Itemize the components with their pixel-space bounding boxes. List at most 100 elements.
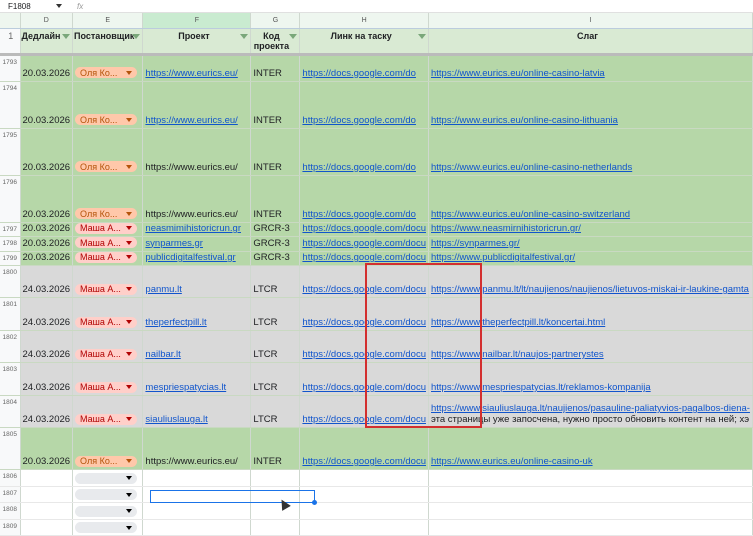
cell-slug[interactable]: https://www.siauliuslauga.lt/naujienos/p… bbox=[428, 395, 753, 428]
cell-assignee[interactable]: Маша А... bbox=[72, 222, 144, 237]
cell-assignee[interactable] bbox=[72, 469, 144, 487]
slug-link[interactable]: https://www.mespriespatycias.lt/reklamos… bbox=[431, 382, 651, 393]
slug-link[interactable]: https://synparmes.gr/ bbox=[431, 237, 520, 249]
name-box[interactable]: F1808 bbox=[0, 2, 62, 11]
slug-link[interactable]: https://www.neasmirnihistoricrun.gr/ bbox=[431, 223, 581, 234]
cell-slug[interactable]: https://www.panmu.lt/lt/naujienos/naujie… bbox=[428, 265, 753, 298]
cell-project[interactable] bbox=[142, 469, 252, 487]
task-link[interactable]: https://docs.google.com/do bbox=[302, 114, 416, 126]
cell-task-link[interactable] bbox=[299, 486, 429, 503]
cell-slug[interactable] bbox=[428, 519, 753, 536]
filter-icon[interactable] bbox=[62, 33, 71, 39]
cell-project[interactable]: synparmes.gr bbox=[142, 236, 252, 252]
task-link[interactable]: https://docs.google.com/docu bbox=[302, 456, 426, 467]
row-number[interactable]: 1797 bbox=[0, 222, 21, 237]
cell-task-link[interactable] bbox=[299, 502, 429, 520]
cell-project[interactable]: siauliuslauga.lt bbox=[142, 395, 252, 428]
assignee-dropdown[interactable] bbox=[75, 472, 138, 484]
assignee-dropdown[interactable]: Маша А... bbox=[75, 381, 138, 393]
cell-assignee[interactable] bbox=[72, 502, 144, 520]
filter-icon[interactable] bbox=[418, 33, 426, 39]
row-number[interactable]: 1804 bbox=[0, 395, 21, 428]
row-number[interactable]: 1801 bbox=[0, 297, 21, 331]
project-link[interactable]: publicdigitalfestival.gr bbox=[145, 252, 236, 263]
cell-slug[interactable]: https://www.neasmirnihistoricrun.gr/ bbox=[428, 222, 753, 237]
slug-link[interactable]: https://www.siauliuslauga.lt/naujienos/p… bbox=[431, 403, 750, 414]
task-link[interactable]: https://docs.google.com/docu bbox=[302, 284, 426, 295]
cell-deadline[interactable]: 24.03.2026 bbox=[20, 265, 74, 298]
row-number[interactable]: 1805 bbox=[0, 427, 21, 470]
cell-slug[interactable]: https://www.theperfectpill.lt/koncertai.… bbox=[428, 297, 753, 331]
task-link[interactable]: https://docs.google.com/do bbox=[302, 67, 416, 79]
cell-slug[interactable] bbox=[428, 486, 753, 503]
slug-link[interactable]: https://www.eurics.eu/online-casino-uk bbox=[431, 456, 593, 467]
cell-slug[interactable]: https://www.publicdigitalfestival.gr/ bbox=[428, 251, 753, 266]
assignee-dropdown[interactable]: Маша А... bbox=[75, 413, 138, 425]
cell-task-link[interactable]: https://docs.google.com/docu bbox=[299, 222, 429, 237]
assignee-dropdown[interactable]: Маша А... bbox=[75, 316, 138, 328]
cell-task-link[interactable]: https://docs.google.com/do bbox=[299, 54, 429, 82]
cell-slug[interactable] bbox=[428, 502, 753, 520]
row-number[interactable]: 1798 bbox=[0, 236, 21, 252]
cell-project[interactable]: nailbar.lt bbox=[142, 330, 252, 363]
cell-deadline[interactable] bbox=[20, 469, 74, 487]
column-header-h[interactable]: H bbox=[299, 13, 429, 29]
project-link[interactable]: siauliuslauga.lt bbox=[145, 414, 208, 425]
task-link[interactable]: https://docs.google.com/docu bbox=[302, 382, 426, 393]
assignee-dropdown[interactable]: Маша А... bbox=[75, 348, 138, 360]
cell-deadline[interactable]: 24.03.2026 bbox=[20, 297, 74, 331]
row-number[interactable]: 1794 bbox=[0, 81, 21, 129]
cell-code[interactable]: LTCR bbox=[250, 330, 301, 363]
cell-assignee[interactable]: Маша А... bbox=[72, 297, 144, 331]
cell-deadline[interactable]: 20.03.2026 bbox=[20, 251, 74, 266]
assignee-dropdown[interactable] bbox=[75, 505, 138, 517]
cell-code[interactable]: LTCR bbox=[250, 265, 301, 298]
cell-code[interactable]: INTER bbox=[250, 175, 301, 223]
cell-deadline[interactable]: 24.03.2026 bbox=[20, 395, 74, 428]
project-link[interactable]: https://www.eurics.eu/ bbox=[145, 67, 238, 79]
slug-link[interactable]: https://www.eurics.eu/online-casino-latv… bbox=[431, 67, 605, 79]
assignee-dropdown[interactable]: Маша А... bbox=[75, 283, 138, 295]
cell-task-link[interactable]: https://docs.google.com/docu bbox=[299, 427, 429, 470]
cell-project[interactable]: https://www.eurics.eu/ bbox=[142, 81, 252, 129]
cell-deadline[interactable] bbox=[20, 486, 74, 503]
cell-project[interactable]: mespriespatycias.lt bbox=[142, 362, 252, 396]
cell-deadline[interactable]: 20.03.2026 bbox=[20, 427, 74, 470]
spreadsheet-grid[interactable]: D E F G H I 1 Дедлайн Постановщик Проект… bbox=[0, 13, 753, 536]
task-link[interactable]: https://docs.google.com/docu bbox=[302, 237, 426, 249]
cell-code[interactable]: INTER bbox=[250, 54, 301, 82]
cell-task-link[interactable]: https://docs.google.com/docu bbox=[299, 297, 429, 331]
cell-code[interactable]: INTER bbox=[250, 427, 301, 470]
cell-deadline[interactable]: 20.03.2026 bbox=[20, 236, 74, 252]
cell-deadline[interactable]: 24.03.2026 bbox=[20, 330, 74, 363]
cell-project[interactable]: https://www.eurics.eu/ bbox=[142, 427, 252, 470]
row-number[interactable]: 1802 bbox=[0, 330, 21, 363]
cell-slug[interactable]: https://www.eurics.eu/online-casino-neth… bbox=[428, 128, 753, 176]
cell-slug[interactable]: https://www.nailbar.lt/naujos-partneryst… bbox=[428, 330, 753, 363]
cell-project[interactable]: panmu.lt bbox=[142, 265, 252, 298]
assignee-dropdown[interactable]: Оля Ко... bbox=[75, 67, 138, 78]
task-link[interactable]: https://docs.google.com/docu bbox=[302, 223, 426, 234]
assignee-dropdown[interactable] bbox=[75, 522, 138, 533]
cell-deadline[interactable]: 20.03.2026 bbox=[20, 222, 74, 237]
cell-task-link[interactable]: https://docs.google.com/docu bbox=[299, 265, 429, 298]
slug-link[interactable]: https://www.eurics.eu/online-casino-neth… bbox=[431, 161, 633, 173]
project-link[interactable]: panmu.lt bbox=[145, 284, 182, 295]
cell-project[interactable] bbox=[142, 519, 252, 536]
cell-project[interactable]: https://www.eurics.eu/ bbox=[142, 175, 252, 223]
row-number[interactable]: 1796 bbox=[0, 175, 21, 223]
column-header-f[interactable]: F bbox=[142, 13, 252, 29]
assignee-dropdown[interactable]: Оля Ко... bbox=[75, 208, 138, 219]
row-number[interactable]: 1809 bbox=[0, 519, 21, 536]
row-number[interactable]: 1793 bbox=[0, 54, 21, 82]
cell-slug[interactable]: https://www.mespriespatycias.lt/reklamos… bbox=[428, 362, 753, 396]
cell-code[interactable] bbox=[250, 519, 301, 536]
cell-code[interactable]: LTCR bbox=[250, 395, 301, 428]
task-link[interactable]: https://docs.google.com/docu bbox=[302, 317, 426, 328]
cell-code[interactable]: GRCR-3 bbox=[250, 236, 301, 252]
column-header-d[interactable]: D bbox=[20, 13, 74, 29]
select-all-corner[interactable] bbox=[0, 13, 21, 29]
cell-assignee[interactable]: Оля Ко... bbox=[72, 128, 144, 176]
cell-project[interactable]: theperfectpill.lt bbox=[142, 297, 252, 331]
column-header-i[interactable]: I bbox=[428, 13, 753, 29]
